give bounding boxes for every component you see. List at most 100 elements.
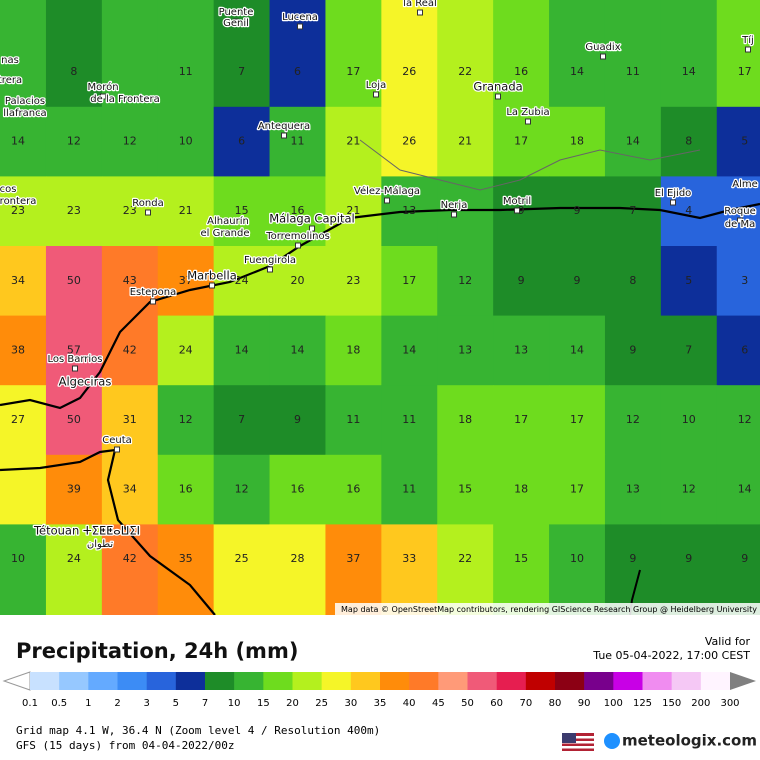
place-marker xyxy=(737,217,743,224)
field-cell xyxy=(0,385,47,456)
field-cell xyxy=(325,246,382,317)
grid-value: 50 xyxy=(67,274,81,287)
field-cell xyxy=(213,385,271,456)
legend-label: 30 xyxy=(344,698,357,709)
legend-swatch xyxy=(642,672,672,690)
legend-swatch xyxy=(525,672,556,690)
field-cell xyxy=(0,524,47,616)
place-label: Motril xyxy=(503,196,531,207)
grid-value: 28 xyxy=(291,552,305,565)
grid-value: 17 xyxy=(346,65,360,78)
legend-swatch xyxy=(380,672,410,690)
grid-value: 14 xyxy=(626,135,640,148)
place-label: la Real xyxy=(403,0,437,9)
place-label: تطوان xyxy=(87,539,113,550)
field-cell xyxy=(660,385,718,456)
field-cell xyxy=(269,176,326,247)
place-label: Ceuta xyxy=(102,435,132,446)
place-marker xyxy=(745,46,751,53)
field-cell xyxy=(660,0,718,108)
field-cell xyxy=(213,454,271,525)
grid-value: 17 xyxy=(570,483,584,496)
field-cell xyxy=(325,385,382,456)
place-label: Genil xyxy=(223,18,249,29)
grid-value: 37 xyxy=(179,274,193,287)
grid-value: 9 xyxy=(518,204,525,217)
field-cell xyxy=(381,454,438,525)
grid-value: 39 xyxy=(67,483,81,496)
field-cell xyxy=(0,0,47,108)
grid-value: 26 xyxy=(402,65,416,78)
grid-value: 9 xyxy=(294,413,301,426)
grid-value: 10 xyxy=(11,552,25,565)
grid-value: 35 xyxy=(179,552,193,565)
place-marker xyxy=(100,93,106,100)
field-cell xyxy=(269,106,326,177)
grid-value: 11 xyxy=(179,65,193,78)
place-label: Ronda xyxy=(132,198,163,209)
place-marker xyxy=(114,446,120,453)
place-marker xyxy=(495,93,501,100)
field-cell xyxy=(325,315,382,386)
place-label: Antequera xyxy=(258,121,310,132)
place-marker xyxy=(281,132,287,139)
field-cell xyxy=(381,524,438,616)
field-cell xyxy=(157,385,215,456)
grid-value: 7 xyxy=(629,204,636,217)
field-cell xyxy=(549,315,606,386)
legend-swatch xyxy=(496,672,527,690)
valid-label: Valid for xyxy=(705,635,751,648)
grid-value: 12 xyxy=(235,483,249,496)
field-cell xyxy=(493,524,550,616)
grid-value: 21 xyxy=(346,135,360,148)
place-marker xyxy=(72,365,78,372)
grid-value: 24 xyxy=(179,343,193,356)
grid-value: 23 xyxy=(346,274,360,287)
grid-value: 14 xyxy=(291,343,305,356)
field-cell xyxy=(604,385,662,456)
field-cell xyxy=(549,454,606,525)
place-label: Vélez-Málaga xyxy=(354,185,420,197)
valid-time: Tue 05-04-2022, 17:00 CEST xyxy=(592,649,750,662)
grid-value: 15 xyxy=(458,483,472,496)
field-cell xyxy=(325,0,382,108)
field-cell xyxy=(213,176,271,247)
grid-value: 34 xyxy=(11,274,25,287)
place-label: Tíj xyxy=(741,34,754,46)
grid-value: 15 xyxy=(235,204,249,217)
place-marker xyxy=(451,211,457,218)
field-cell xyxy=(269,315,326,386)
field-cell xyxy=(213,0,271,108)
legend-swatch xyxy=(409,672,439,690)
grid-value: 21 xyxy=(346,204,360,217)
field-cell xyxy=(660,454,718,525)
place-marker xyxy=(600,53,606,60)
place-label: Marbella xyxy=(187,269,237,283)
grid-value: 9 xyxy=(518,274,525,287)
field-cell xyxy=(0,315,47,386)
legend-swatch xyxy=(555,672,585,690)
field-cell xyxy=(381,106,438,177)
place-marker xyxy=(209,282,215,289)
field-cell xyxy=(101,0,159,108)
place-marker xyxy=(233,18,239,25)
place-label: cos xyxy=(0,184,16,195)
legend-label: 70 xyxy=(519,698,532,709)
place-marker xyxy=(309,225,315,232)
grid-value: 9 xyxy=(685,552,692,565)
grid-value: 18 xyxy=(458,413,472,426)
field-cell xyxy=(549,246,606,317)
grid-value: 50 xyxy=(67,413,81,426)
grid-value: 11 xyxy=(402,413,416,426)
grid-value: 9 xyxy=(629,552,636,565)
legend-label: 45 xyxy=(432,698,445,709)
field-cell xyxy=(213,246,271,317)
grid-value: 3 xyxy=(741,274,748,287)
field-cell xyxy=(381,385,438,456)
field-cell xyxy=(381,315,438,386)
grid-value: 14 xyxy=(570,343,584,356)
field-cell xyxy=(716,524,760,616)
place-label: rontera xyxy=(0,196,36,207)
place-label: Tétouan ⵜⵉⵟⵟⴰⵡⵉⵏ xyxy=(33,524,140,538)
field-cell xyxy=(493,106,550,177)
